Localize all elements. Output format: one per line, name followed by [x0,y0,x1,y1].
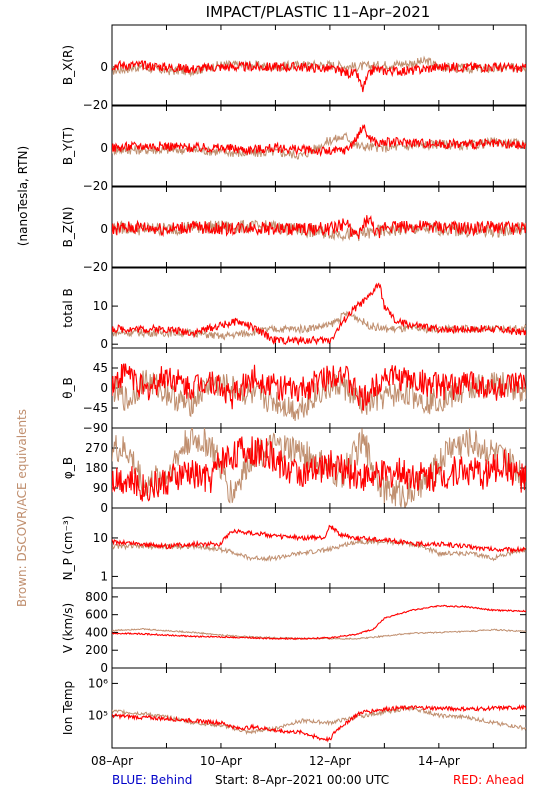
panel-v: 800 600 400 200 0 V (km/s) [61,587,527,675]
y-tick-label: 600 [85,608,108,622]
panel-ylabel: B_X(R) [61,45,75,85]
series-equiv-line [112,369,526,422]
x-tick-label: 10–Apr [200,754,242,768]
series-ahead-line [112,59,526,93]
panel-phi: 270 180 90 0 φ_B [61,427,527,515]
y-tick-label: 0 [100,381,108,395]
series-equiv-line [112,428,526,508]
panel-ylabel: N_P (cm⁻³) [61,516,75,581]
panel-ylabel: V (km/s) [61,603,75,653]
panel-frame [111,507,527,589]
y-tick-label: 90 [93,481,108,495]
y-tick-label: 0 [100,60,108,74]
panel-frame [111,587,527,669]
panel-ylabel: θ_B [61,377,75,399]
panel-ylabel: total B [61,288,75,328]
start-label: Start: 8–Apr–2021 00:00 UTC [215,773,389,787]
panel-theta: 45 0 −45 −90 θ_B [61,347,527,435]
panel-bx: 0 −20 B_X(R) [61,24,527,112]
equivalents-label: Brown: DSCOVR/ACE equivalents [15,409,29,607]
y-tick-label: 0 [100,661,108,675]
y-tick-label: 0 [100,222,108,236]
x-tick-label: 08–Apr [91,754,133,768]
y-tick-label: 10⁵ [88,709,108,723]
panel-by: 0 −20 B_Y(T) [61,105,527,193]
series-ahead-line [112,282,526,346]
panel-tb: 10 0 total B [61,267,527,351]
y-tick-label: 400 [85,625,108,639]
y-tick-label: 0 [100,337,108,351]
y-tick-label: 45 [93,361,108,375]
panel-ylabel: B_Z(N) [61,207,75,248]
y-tick-label: −20 [83,260,108,274]
y-tick-label: −20 [83,179,108,193]
panel-np: 10 1 N_P (cm⁻³) [61,507,527,589]
y-tick-label: 200 [85,643,108,657]
y-tick-label: 180 [85,461,108,475]
panel-ylabel: Ion Temp [61,681,75,735]
series-equiv-line [112,131,526,160]
panel-temp: 10⁶ 10⁵ Ion Temp [61,667,527,749]
panel-ylabel: φ_B [61,457,75,479]
y-tick-label: −20 [83,98,108,112]
chart-title: IMPACT/PLASTIC 11–Apr–2021 [206,3,431,21]
series-ahead-line [112,214,526,240]
y-tick-label: 10⁶ [88,676,108,690]
series-ahead-line [112,604,526,641]
series-ahead-line [112,124,526,158]
y-tick-label: −45 [83,401,108,415]
behind-label: BLUE: Behind [112,773,192,787]
panel-frame [111,267,527,349]
y-tick-label: −90 [83,421,108,435]
y-tick-label: 270 [85,441,108,455]
series-equiv-line [112,310,526,341]
panel-frame [111,667,527,749]
series-equiv-line [112,538,526,562]
series-ahead-line [112,524,526,554]
y-tick-label: 0 [100,501,108,515]
y-tick-label: 1 [100,569,108,583]
series-ahead-line [112,704,526,743]
x-tick-label: 12–Apr [309,754,351,768]
panel-frame [111,24,527,106]
y-tick-label: 800 [85,590,108,604]
y-tick-label: 10 [93,531,108,545]
units-label: (nanoTesla, RTN) [16,146,30,246]
ahead-label: RED: Ahead [453,773,524,787]
panel-ylabel: B_Y(T) [61,127,75,165]
series-ahead-line [112,436,526,502]
x-tick-label: 14–Apr [418,754,460,768]
y-tick-label: 0 [100,141,108,155]
x-axis: 08–Apr 10–Apr 12–Apr 14–Apr [91,754,460,768]
panel-bz: 0 −20 B_Z(N) [61,186,527,274]
series-ahead-line [112,363,526,411]
series-equiv-line [112,627,526,640]
series-equiv-line [112,706,526,736]
y-tick-label: 10 [93,299,108,313]
